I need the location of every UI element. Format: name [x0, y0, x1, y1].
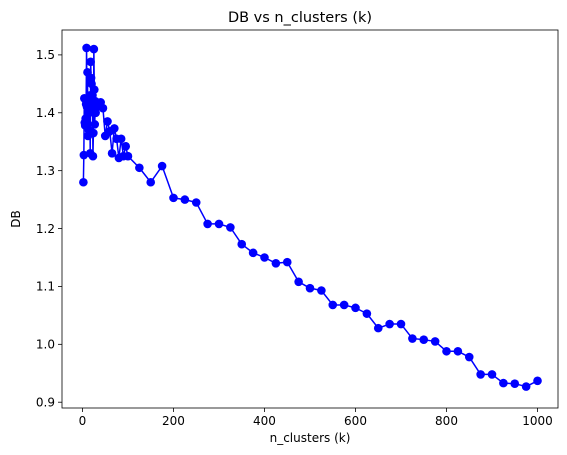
x-tick-label: 600: [344, 414, 367, 428]
data-point: [90, 120, 100, 129]
data-point: [294, 277, 303, 287]
y-axis-label: DB: [9, 210, 23, 227]
data-point: [110, 124, 119, 133]
series-line: [82, 47, 538, 388]
data-point: [408, 334, 417, 343]
data-point: [107, 149, 117, 158]
data-point: [339, 300, 349, 310]
data-point: [476, 370, 485, 379]
plot-area: [79, 43, 542, 391]
data-point: [203, 219, 212, 229]
data-point: [282, 257, 292, 267]
x-axis-label: n_clusters (k): [270, 431, 351, 445]
data-point: [396, 319, 406, 329]
data-point: [226, 223, 235, 232]
y-tick-label: 1.2: [36, 222, 55, 236]
data-point: [237, 239, 247, 249]
data-point: [305, 283, 315, 293]
y-tick-label: 1.4: [36, 106, 55, 120]
data-point: [121, 142, 131, 151]
y-tick-label: 0.9: [36, 395, 55, 409]
y-tick-label: 1.5: [36, 48, 55, 62]
data-point: [157, 161, 167, 171]
data-point: [79, 177, 88, 187]
axes-frame: [61, 29, 559, 409]
data-point: [89, 44, 99, 54]
x-tick-label: 200: [162, 414, 185, 428]
data-point: [271, 258, 281, 268]
data-point: [521, 382, 531, 391]
data-point: [533, 376, 542, 386]
x-tick-label: 800: [435, 414, 458, 428]
data-point: [103, 117, 112, 126]
data-point: [214, 219, 224, 229]
x-tick-label: 0: [79, 414, 87, 428]
data-point: [86, 57, 95, 67]
data-point: [88, 151, 98, 161]
data-point: [317, 286, 326, 295]
data-point: [464, 352, 474, 362]
chart-title: DB vs n_clusters (k): [228, 10, 372, 26]
x-tick-label: 400: [253, 414, 276, 428]
x-axis: 0 200 400 600 800 1000: [79, 408, 553, 428]
data-point: [419, 335, 429, 344]
data-point: [430, 337, 440, 346]
data-point: [146, 177, 156, 187]
data-point: [453, 346, 463, 356]
data-point: [98, 103, 108, 113]
y-tick-label: 1.0: [36, 338, 55, 352]
y-tick-label: 1.1: [36, 280, 55, 294]
data-point: [90, 85, 99, 94]
data-point: [123, 151, 133, 161]
data-point: [510, 379, 520, 388]
data-point: [116, 134, 126, 144]
data-point: [351, 303, 360, 313]
data-point: [82, 43, 91, 53]
data-point: [385, 319, 394, 329]
x-tick-label: 1000: [522, 414, 553, 428]
data-point: [499, 378, 508, 388]
data-point: [248, 248, 258, 258]
data-point: [180, 195, 190, 204]
data-point: [89, 128, 98, 138]
data-point: [442, 346, 451, 356]
data-point: [191, 198, 201, 207]
data-point: [373, 323, 383, 333]
y-tick-label: 1.3: [36, 164, 55, 178]
data-point: [362, 309, 372, 318]
data-point: [169, 193, 178, 203]
data-point: [135, 163, 144, 173]
data-point: [328, 300, 338, 310]
data-point: [487, 370, 497, 379]
data-point: [260, 253, 269, 262]
y-axis: 0.9 1.0 1.1 1.2 1.3 1.4 1.5: [36, 48, 62, 409]
